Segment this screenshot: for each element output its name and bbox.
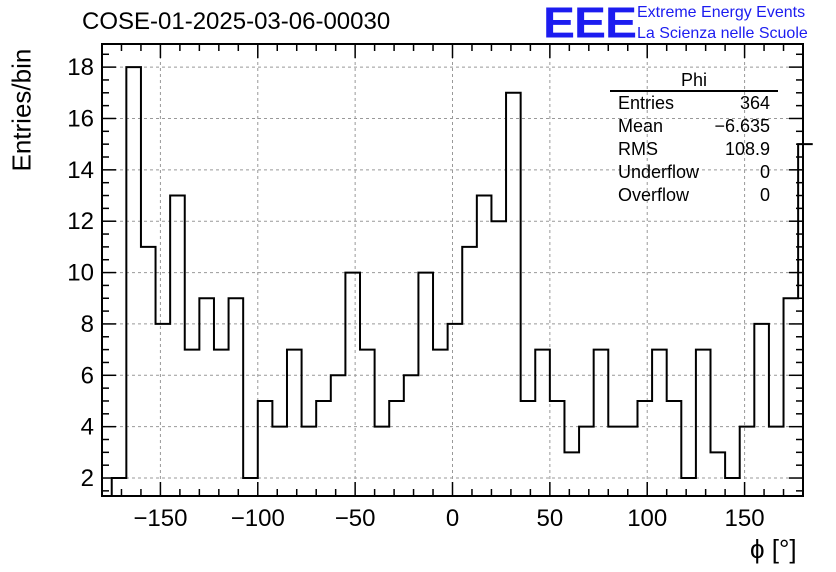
stats-label: RMS	[618, 139, 658, 159]
stats-value: 364	[739, 93, 770, 113]
logo-line-1: Extreme Energy Events	[637, 4, 806, 21]
y-tick-label: 18	[67, 54, 94, 81]
histogram-bin	[550, 401, 565, 496]
y-tick-label: 8	[81, 311, 94, 338]
histogram-bin	[594, 350, 609, 496]
histogram-bin	[126, 67, 141, 496]
histogram-bin	[564, 452, 579, 496]
histogram-bin	[725, 478, 740, 496]
histogram-bin	[258, 401, 273, 496]
stats-box: Phi Entries 364 Mean −6.635 RMS 108.9 Under…	[610, 70, 778, 207]
histogram-bin	[199, 298, 214, 496]
y-tick-label: 6	[81, 362, 94, 389]
histogram-bin	[156, 324, 171, 496]
histogram-bin	[170, 196, 185, 496]
x-tick-label: 0	[446, 505, 459, 532]
stats-row: RMS 108.9	[610, 138, 778, 161]
histogram-bin	[769, 427, 784, 496]
y-tick-label: 4	[81, 414, 94, 441]
stats-label: Underflow	[618, 162, 700, 182]
y-tick-label: 10	[67, 260, 94, 287]
stats-row: Overflow 0	[610, 184, 778, 207]
histogram-bin	[448, 324, 463, 496]
histogram-bin	[711, 452, 726, 496]
histogram-bin	[579, 427, 594, 496]
histogram-bin	[506, 93, 521, 496]
histogram-bin	[112, 478, 127, 496]
histogram-bin	[229, 298, 244, 496]
histogram-bin	[784, 298, 799, 496]
stats-value: −6.635	[714, 116, 770, 136]
histogram-bin	[491, 221, 506, 496]
histogram-bin	[360, 350, 375, 496]
histogram-bin	[623, 427, 638, 496]
histogram-bin	[696, 350, 711, 496]
x-tick-label: 150	[725, 505, 765, 532]
stats-row: Mean −6.635	[610, 115, 778, 138]
histogram-bin	[637, 401, 652, 496]
histogram-bin	[521, 401, 536, 496]
stats-value: 0	[759, 162, 770, 182]
histogram-bin	[681, 478, 696, 496]
histogram-bin	[243, 478, 258, 496]
x-tick-label: −50	[335, 505, 376, 532]
histogram-bin	[185, 350, 200, 496]
histogram-bin	[141, 247, 156, 496]
histogram-bin	[477, 196, 492, 496]
histogram-bin	[433, 350, 448, 496]
histogram-bin	[389, 401, 404, 496]
histogram-bin	[287, 350, 302, 496]
y-tick-label: 14	[67, 157, 94, 184]
stats-label: Entries	[618, 93, 675, 113]
x-tick-label: 100	[627, 505, 667, 532]
histogram-bin	[214, 350, 229, 496]
histogram-bin	[798, 144, 813, 496]
x-axis-label: ϕ [°]	[750, 534, 797, 564]
stats-row: Underflow 0	[610, 161, 778, 184]
histogram-bin	[652, 350, 667, 496]
histogram-bin	[316, 401, 331, 496]
histogram-bin	[667, 401, 682, 496]
stats-value: 0	[759, 185, 770, 205]
x-tick-label: −100	[231, 505, 285, 532]
histogram-bin	[302, 427, 317, 496]
histogram-bin	[418, 273, 433, 496]
histogram-bin	[462, 247, 477, 496]
histogram-bin	[754, 324, 769, 496]
x-tick-label: −150	[133, 505, 187, 532]
histogram-bin	[345, 273, 360, 496]
histogram-bin	[535, 350, 550, 496]
y-tick-label: 12	[67, 208, 94, 235]
stats-value: 108.9	[724, 139, 770, 159]
y-axis-label: Entries/bin	[6, 48, 37, 172]
eee-logo-mark: EEE	[543, 0, 637, 48]
y-tick-label: 2	[81, 465, 94, 492]
stats-label: Mean	[618, 116, 664, 136]
histogram-bin	[608, 427, 623, 496]
stats-label: Overflow	[618, 185, 690, 205]
stats-row: Entries 364	[610, 92, 778, 115]
histogram-bin	[375, 427, 390, 496]
histogram-bin	[272, 427, 287, 496]
y-tick-label: 16	[67, 105, 94, 132]
histogram-series	[110, 66, 813, 496]
histogram-bin	[740, 427, 755, 496]
chart-title: COSE-01-2025-03-06-00030	[82, 8, 391, 35]
x-tick-label: 50	[537, 505, 564, 532]
logo-line-2: La Scienza nelle Scuole	[637, 25, 808, 42]
stats-title: Phi	[610, 70, 778, 92]
